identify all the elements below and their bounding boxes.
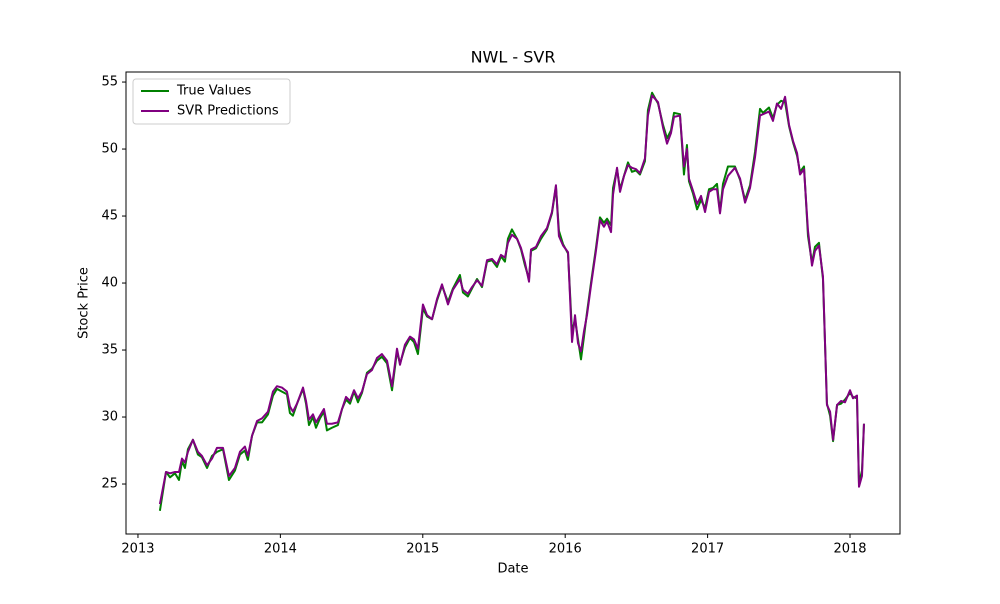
chart-title: NWL - SVR bbox=[471, 48, 556, 67]
x-tick-label: 2015 bbox=[406, 542, 439, 557]
legend-box bbox=[132, 78, 291, 125]
y-tick-label: 45 bbox=[101, 209, 118, 224]
y-tick-label: 55 bbox=[101, 75, 118, 90]
line-series bbox=[158, 91, 865, 511]
x-tick-label: 2014 bbox=[264, 542, 297, 557]
y-tick-label: 50 bbox=[101, 142, 118, 157]
y-tick-label: 25 bbox=[101, 477, 118, 492]
legend-label: True Values bbox=[176, 84, 251, 99]
y-tick-label: 35 bbox=[101, 343, 118, 358]
plot-frame bbox=[125, 71, 901, 535]
x-axis-label: Date bbox=[497, 562, 528, 577]
y-axis-label: Stock Price bbox=[77, 267, 92, 339]
x-tick-label: 2017 bbox=[691, 542, 724, 557]
legend-label: SVR Predictions bbox=[177, 104, 279, 119]
line-series bbox=[158, 94, 865, 505]
y-tick-label: 40 bbox=[101, 276, 118, 291]
x-tick-label: 2016 bbox=[549, 542, 582, 557]
x-tick-label: 2018 bbox=[833, 542, 866, 557]
y-tick-label: 30 bbox=[101, 410, 118, 425]
x-tick-label: 2013 bbox=[121, 542, 154, 557]
